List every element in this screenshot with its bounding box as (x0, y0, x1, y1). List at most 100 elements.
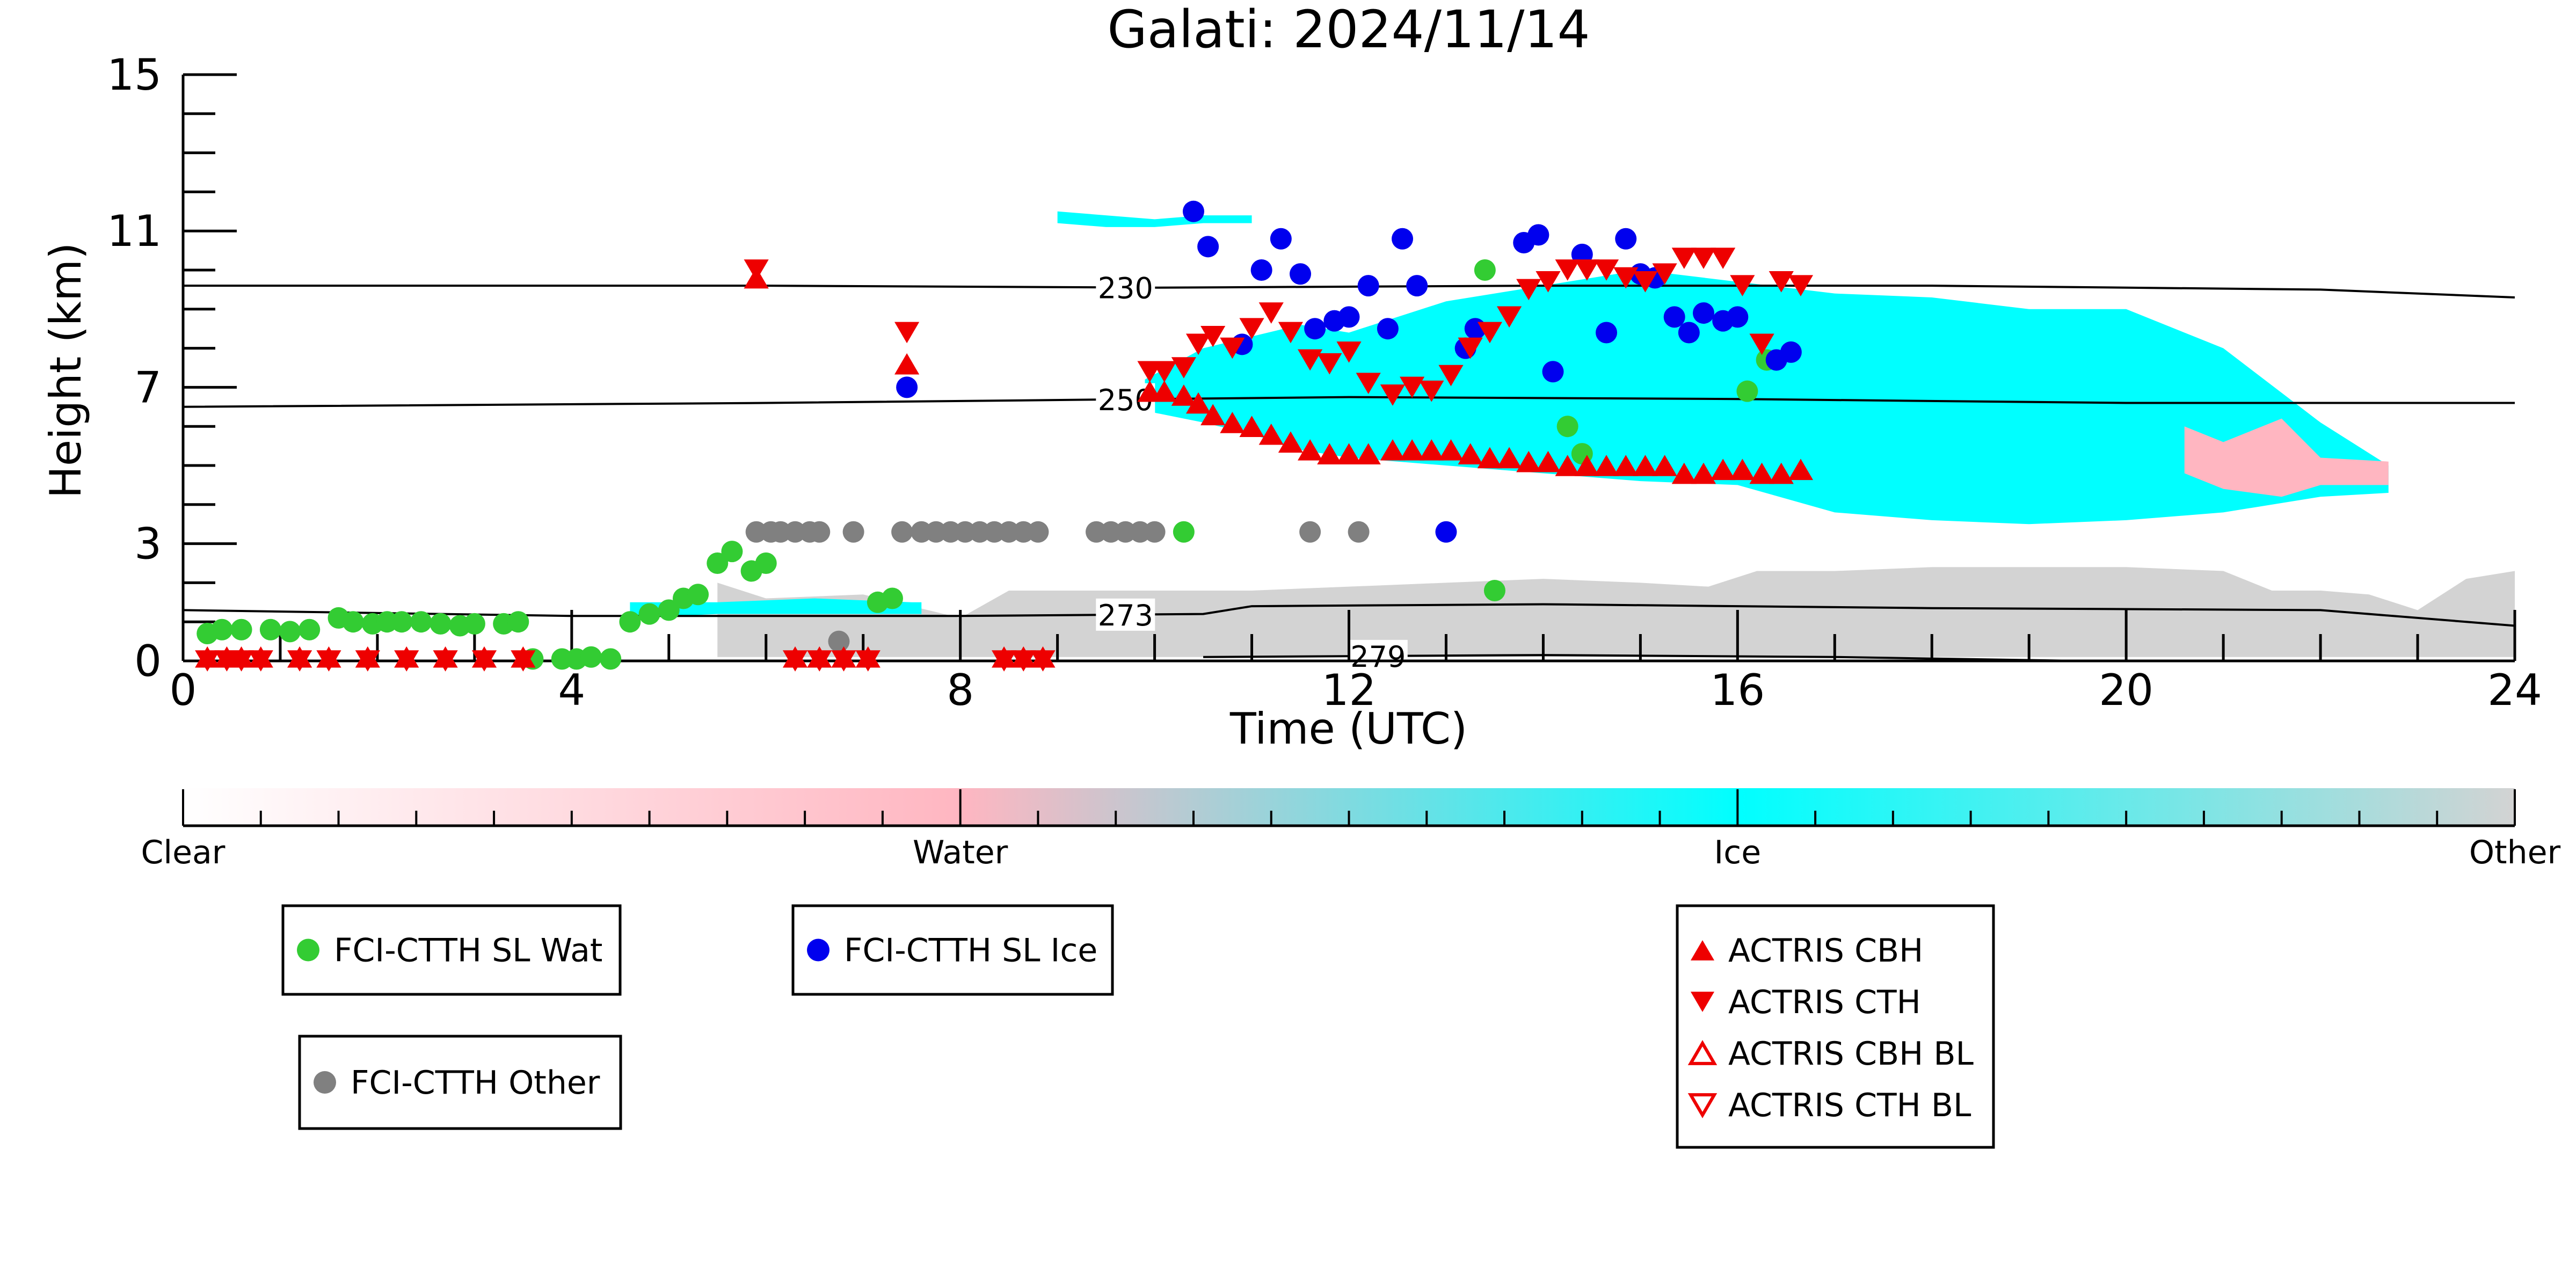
data-point (707, 552, 729, 574)
data-triangle (1769, 462, 1794, 484)
legend-marker (1687, 1040, 1718, 1065)
data-point (1027, 521, 1049, 543)
data-point (1474, 259, 1496, 281)
data-triangle (1574, 455, 1599, 476)
data-triangle (1555, 455, 1580, 476)
data-triangle (744, 259, 769, 281)
data-triangle (1711, 459, 1736, 481)
data-triangle (1220, 412, 1245, 433)
series-actris-cth (195, 248, 1814, 672)
colorbar: Clear Water Ice Other (141, 788, 2561, 871)
data-point (1173, 521, 1195, 543)
data-triangle (471, 650, 497, 672)
data-triangle (1749, 333, 1774, 355)
x-tick-label: 8 (947, 665, 974, 715)
data-point (1270, 228, 1292, 250)
data-triangle (807, 650, 832, 672)
legend-marker (297, 938, 319, 962)
x-tick-label: 0 (170, 665, 197, 715)
data-triangle (1477, 322, 1502, 344)
data-triangle (1730, 459, 1755, 481)
legend-label: FCI-CTTH SL Ice (844, 932, 1097, 970)
data-triangle (1278, 431, 1304, 453)
data-point (638, 603, 660, 625)
data-triangle (433, 650, 458, 672)
data-triangle (1652, 263, 1677, 285)
y-tick-label: 15 (107, 50, 162, 100)
data-point (507, 611, 529, 633)
isotherm-273-line (183, 603, 2515, 627)
data-point (600, 648, 622, 670)
y-tick-label: 0 (134, 636, 162, 686)
data-triangle (316, 650, 341, 672)
data-point (299, 618, 321, 641)
data-triangle (1458, 443, 1483, 464)
data-point (1542, 361, 1564, 383)
data-triangle (1516, 450, 1541, 472)
x-tick-label: 4 (558, 665, 585, 715)
data-triangle (1317, 353, 1342, 375)
data-triangle (1593, 455, 1619, 476)
legend-box-0: FCI-CTTH SL Wat (281, 904, 622, 996)
isotherm-label-bg (1096, 598, 1155, 631)
legend-marker (807, 938, 829, 962)
data-triangle (1356, 373, 1381, 394)
data-point (1663, 306, 1685, 328)
data-point (1377, 318, 1399, 340)
data-triangle (1258, 423, 1284, 445)
legend-frame (1676, 904, 1995, 1149)
data-triangle (1011, 650, 1036, 672)
legend-box-1: FCI-CTTH SL Ice (791, 904, 1114, 996)
data-triangle (1258, 302, 1284, 324)
colorbar-label-ice: Ice (1714, 834, 1762, 871)
data-triangle (1380, 439, 1406, 461)
x-axis-label: Time (UTC) (1229, 704, 1467, 754)
data-triangle (1278, 322, 1304, 344)
data-point (867, 591, 889, 613)
data-point (1678, 322, 1700, 344)
legend-frame (281, 904, 622, 996)
data-point (1290, 263, 1312, 285)
data-point (279, 621, 301, 643)
data-triangle (248, 650, 273, 672)
series-fci-ctth-other (745, 521, 1370, 652)
data-triangle (1356, 443, 1381, 464)
data-triangle (1400, 376, 1425, 398)
x-tick-label: 24 (2487, 665, 2542, 715)
data-triangle (1438, 439, 1464, 461)
isotherm-label-bg (1096, 271, 1155, 304)
data-triangle (1613, 267, 1639, 289)
data-point (1556, 416, 1578, 438)
data-point (687, 584, 709, 606)
isotherm-label-279: 279 (1350, 640, 1406, 674)
legend-label: FCI-CTTH Other (351, 1064, 600, 1102)
data-point (342, 611, 364, 633)
colorbar-label-water: Water (913, 834, 1008, 871)
legend-frame (791, 904, 1114, 996)
data-triangle (1711, 248, 1736, 269)
data-triangle (1769, 271, 1794, 293)
data-point (1596, 322, 1618, 344)
data-point (259, 618, 281, 641)
data-triangle (1317, 443, 1342, 464)
data-triangle (1030, 650, 1056, 672)
data-triangle (1516, 279, 1541, 301)
data-point (842, 521, 864, 543)
y-tick-label: 3 (134, 519, 162, 569)
data-point (1299, 521, 1321, 543)
data-point (755, 552, 777, 574)
data-point (721, 541, 743, 563)
data-triangle (1152, 361, 1177, 383)
data-triangle (991, 650, 1017, 672)
data-triangle (1691, 248, 1716, 269)
data-triangle (894, 353, 920, 375)
data-point (809, 521, 831, 543)
data-triangle (894, 322, 920, 344)
legend-box-3: ACTRIS CBH ACTRIS CTH ACTRIS CBH BL ACTRIS … (1676, 904, 1995, 1149)
data-triangle (1380, 384, 1406, 406)
data-triangle (1730, 275, 1755, 296)
data-point (1338, 306, 1360, 328)
data-triangle (195, 650, 220, 672)
data-triangle (1419, 380, 1444, 402)
